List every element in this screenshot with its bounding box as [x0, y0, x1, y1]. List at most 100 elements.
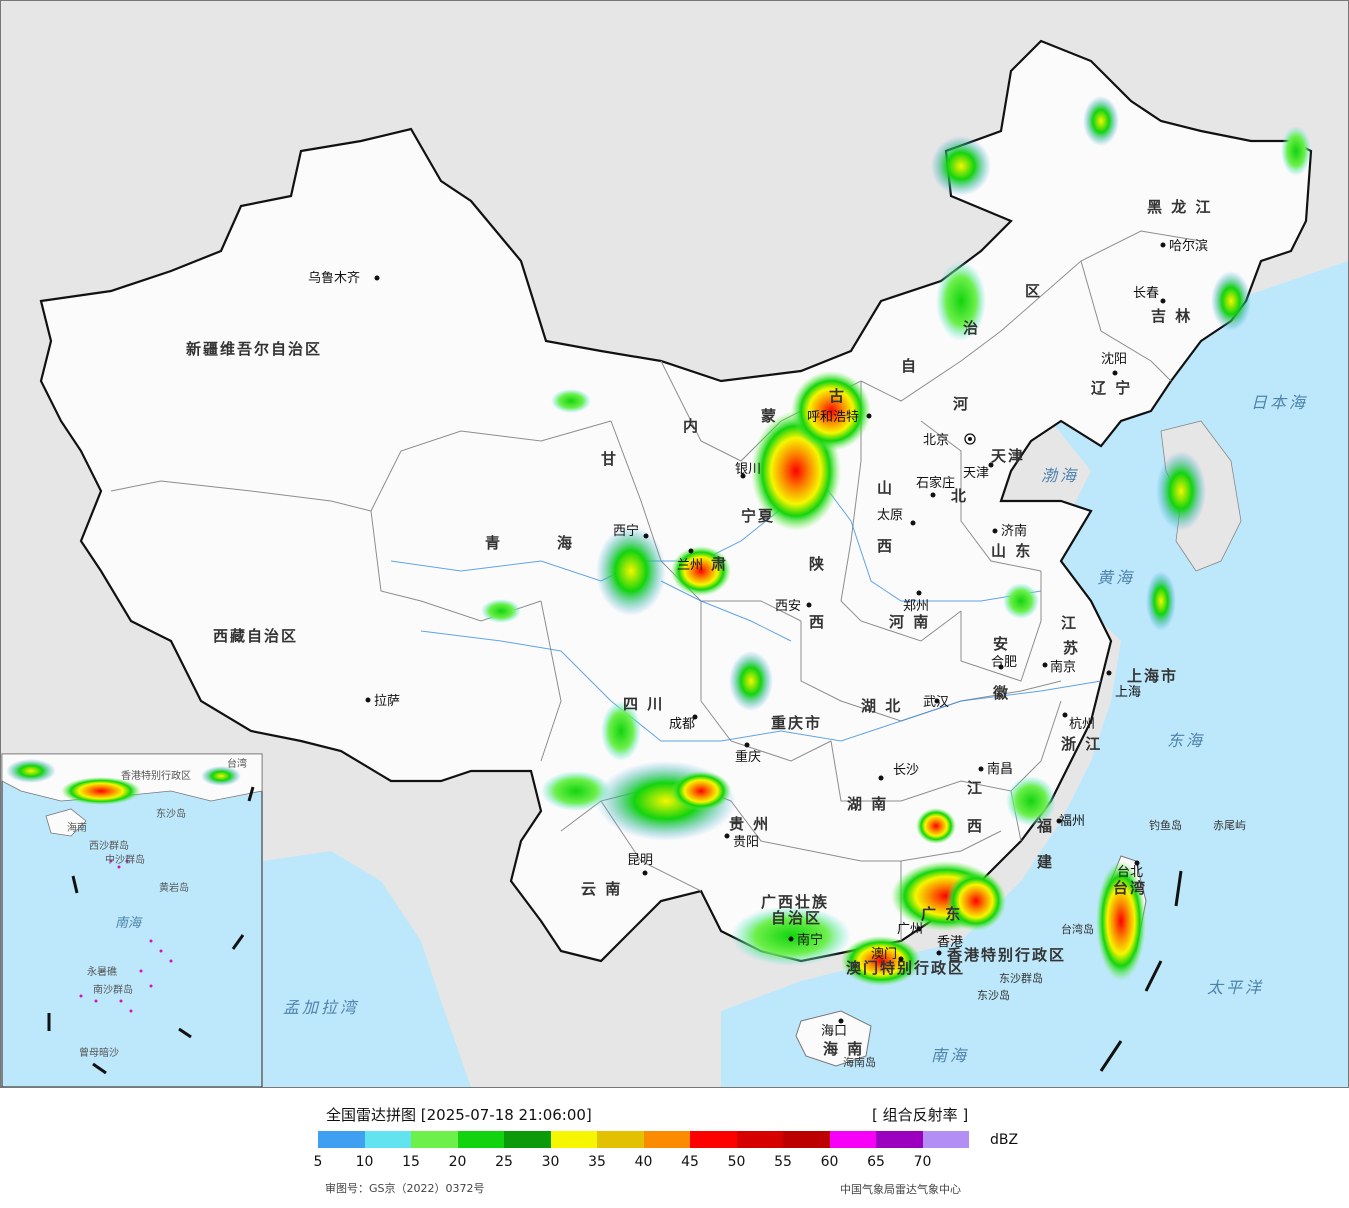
- legend-swatch: [829, 1131, 876, 1148]
- city-label: 台北: [1117, 865, 1143, 880]
- province-label: 湖 北: [861, 697, 902, 715]
- province-label: 山: [877, 479, 894, 497]
- province-label: 古: [829, 387, 846, 405]
- inset-label: 南沙群岛: [93, 983, 133, 996]
- legend-swatch: [690, 1131, 737, 1148]
- city-label: 长沙: [893, 763, 919, 778]
- province-label: 区: [1025, 282, 1042, 300]
- island-label: 钓鱼岛: [1149, 818, 1182, 832]
- legend-swatch: [876, 1131, 923, 1148]
- sea-label: 东海: [1167, 731, 1205, 750]
- source-credit: 中国气象局雷达气象中心: [840, 1183, 961, 1196]
- province-label: 天津: [991, 447, 1025, 465]
- legend-swatch: [457, 1131, 504, 1148]
- city-label: 西宁: [613, 523, 639, 539]
- province-label: 宁夏: [741, 507, 775, 525]
- city-label: 西安: [775, 599, 801, 614]
- legend-unit: dBZ: [990, 1132, 1019, 1148]
- province-labels: 新疆维吾尔自治区 西藏自治区 青 海 甘 肃 内 蒙 古 自 治 区 黑 龙 江…: [186, 198, 1210, 1058]
- province-label: 建: [1037, 853, 1054, 871]
- legend-swatch: [597, 1131, 644, 1148]
- scale-tick-label: 40: [634, 1154, 653, 1170]
- city-label: 澳门: [871, 946, 897, 962]
- legend-swatch: [783, 1131, 830, 1148]
- inset-label: 香港特别行政区: [121, 769, 191, 782]
- province-label: 甘: [601, 450, 618, 468]
- province-label: 治: [963, 319, 980, 337]
- city-label: 重庆: [735, 749, 761, 765]
- island-label: 台湾岛: [1061, 922, 1094, 936]
- city-label: 福州: [1059, 814, 1085, 829]
- province-label: 北: [951, 487, 968, 505]
- rivers: [390, 480, 1102, 742]
- province-label: 河 南: [889, 613, 930, 631]
- city-label: 银川: [735, 462, 761, 477]
- province-label: 苏: [1063, 639, 1080, 657]
- island-label: 赤尾屿: [1213, 819, 1246, 832]
- scale-tick-label: 15: [402, 1154, 420, 1170]
- province-label: 肃: [711, 555, 728, 573]
- island-labels: 钓鱼岛 赤尾屿 台湾岛 东沙群岛 东沙岛 海南岛: [843, 818, 1246, 1069]
- province-label: 上海市: [1127, 667, 1178, 685]
- province-label: 贵 州: [729, 815, 770, 833]
- scale-tick-label: 50: [727, 1154, 746, 1170]
- province-label: 西藏自治区: [213, 627, 298, 645]
- province-label: 广 东: [921, 905, 962, 923]
- inset-label: 中沙群岛: [105, 853, 145, 866]
- province-label: 江: [1061, 614, 1078, 632]
- sea-labels: 日本海 渤海 黄海 东海 太平洋 南海 孟加拉湾: [283, 393, 1308, 1065]
- radar-echoes: [481, 96, 1311, 986]
- scale-tick-label: 5: [313, 1154, 323, 1170]
- province-label: 青: [485, 534, 502, 552]
- legend-swatch: [643, 1131, 690, 1148]
- province-label: 西: [877, 537, 894, 555]
- sea-label: 日本海: [1251, 393, 1308, 412]
- china-territory: [39, 39, 1313, 963]
- city-label: 贵阳: [733, 835, 759, 850]
- province-label: 辽 宁: [1091, 379, 1132, 397]
- province-label: 吉 林: [1151, 307, 1192, 325]
- province-label: 河: [953, 395, 970, 413]
- bengal-bay: [263, 851, 471, 1087]
- province-label: 西: [809, 613, 826, 631]
- scale-tick-label: 45: [681, 1154, 699, 1170]
- city-label: 沈阳: [1101, 352, 1127, 367]
- province-label: 徽: [992, 684, 1010, 702]
- province-label: 江: [967, 779, 984, 797]
- city-label: 太原: [877, 508, 903, 523]
- city-label: 成都: [669, 717, 695, 732]
- scale-tick-label: 35: [588, 1154, 606, 1170]
- review-number: 审图号：GS京（2022）0372号: [325, 1182, 485, 1195]
- province-label: 山 东: [991, 542, 1032, 560]
- legend-swatch: [922, 1131, 969, 1148]
- province-label: 湖 南: [847, 795, 888, 813]
- sea-label: 南海: [931, 1046, 969, 1065]
- inset-label: 台湾: [227, 757, 247, 770]
- scale-ticks: 5 10 15 20 25 30 35 40 45 50 55 60 65 70: [300, 1154, 980, 1172]
- province-label: 云 南: [581, 880, 622, 898]
- province-label: 福: [1036, 817, 1054, 835]
- hainan-island: [795, 1010, 872, 1067]
- island-label: 东沙群岛: [999, 971, 1043, 985]
- inset-label: 西沙群岛: [89, 839, 129, 852]
- city-label: 合肥: [991, 655, 1017, 670]
- province-label: 安: [993, 635, 1010, 653]
- province-label: 陕: [809, 555, 826, 573]
- scale-tick-label: 60: [820, 1154, 839, 1170]
- inset-label: 永暑礁: [87, 965, 117, 978]
- legend-swatch: [364, 1131, 411, 1148]
- sea-label: 渤海: [1041, 466, 1079, 485]
- city-label: 南宁: [797, 932, 823, 948]
- city-label: 济南: [1001, 523, 1027, 539]
- island-label: 海南岛: [843, 1055, 876, 1069]
- legend-swatch: [736, 1131, 783, 1148]
- province-label: 香港特别行政区: [947, 946, 1066, 964]
- city-label: 海口: [821, 1024, 847, 1039]
- province-label: 海 南: [823, 1040, 864, 1058]
- scale-tick-label: 10: [355, 1154, 374, 1170]
- province-label: 蒙: [761, 407, 778, 425]
- scale-tick-label: 30: [541, 1154, 560, 1170]
- scale-tick-label: 65: [867, 1154, 885, 1170]
- city-label: 香港: [937, 935, 963, 950]
- city-label: 长春: [1133, 286, 1159, 301]
